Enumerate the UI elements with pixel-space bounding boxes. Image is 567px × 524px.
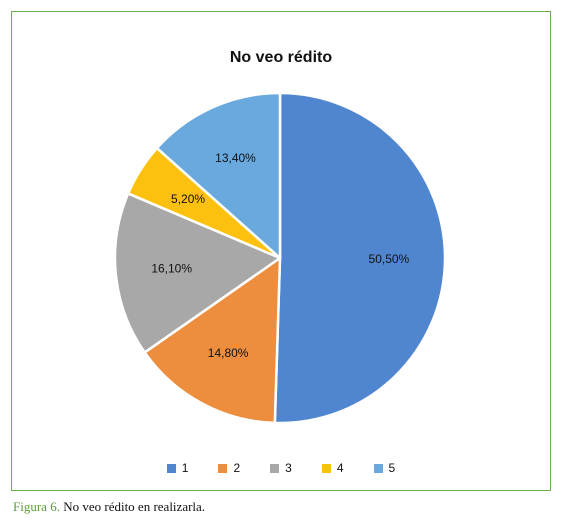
- caption-text: No veo rédito en realizarla.: [59, 499, 206, 514]
- legend-item-1: 1: [166, 461, 189, 475]
- pie-slice-5: [155, 91, 282, 260]
- chart-legend: 1 2 3 4 5: [12, 461, 550, 475]
- caption-label: Figura 6.: [13, 499, 60, 514]
- figure-frame: No veo rédito 50,50% 14,80% 16,10% 5,20% 13,…: [11, 11, 551, 491]
- pie-chart: 50,50% 14,80% 16,10% 5,20% 13,40%: [113, 91, 447, 425]
- slice-label-5: 13,40%: [215, 151, 256, 165]
- slice-label-4: 5,20%: [171, 192, 205, 206]
- pie-slice-1: [273, 91, 447, 425]
- legend-item-4: 4: [321, 461, 344, 475]
- slice-label-1: 50,50%: [369, 252, 410, 266]
- legend-item-3: 3: [270, 461, 292, 475]
- legend-label-4: 4: [336, 461, 344, 475]
- pie-slice-3: [113, 192, 282, 354]
- legend-label-2: 2: [233, 461, 241, 475]
- slice-label-2: 14,80%: [208, 346, 249, 360]
- slice-label-3: 16,10%: [151, 261, 192, 275]
- legend-swatch-3: [270, 463, 280, 473]
- legend-label-1: 1: [181, 461, 189, 475]
- legend-swatch-5: [373, 463, 383, 473]
- pie-slice-2: [143, 256, 282, 425]
- legend-swatch-4: [321, 463, 331, 473]
- legend-item-2: 2: [218, 461, 240, 475]
- legend-swatch-1: [166, 463, 176, 473]
- legend-item-5: 5: [373, 461, 396, 475]
- figure-caption: Figura 6. No veo rédito en realizarla.: [13, 499, 205, 515]
- legend-label-3: 3: [285, 461, 292, 475]
- chart-title: No veo rédito: [229, 49, 333, 66]
- legend-swatch-2: [218, 463, 228, 473]
- legend-label-5: 5: [388, 461, 396, 475]
